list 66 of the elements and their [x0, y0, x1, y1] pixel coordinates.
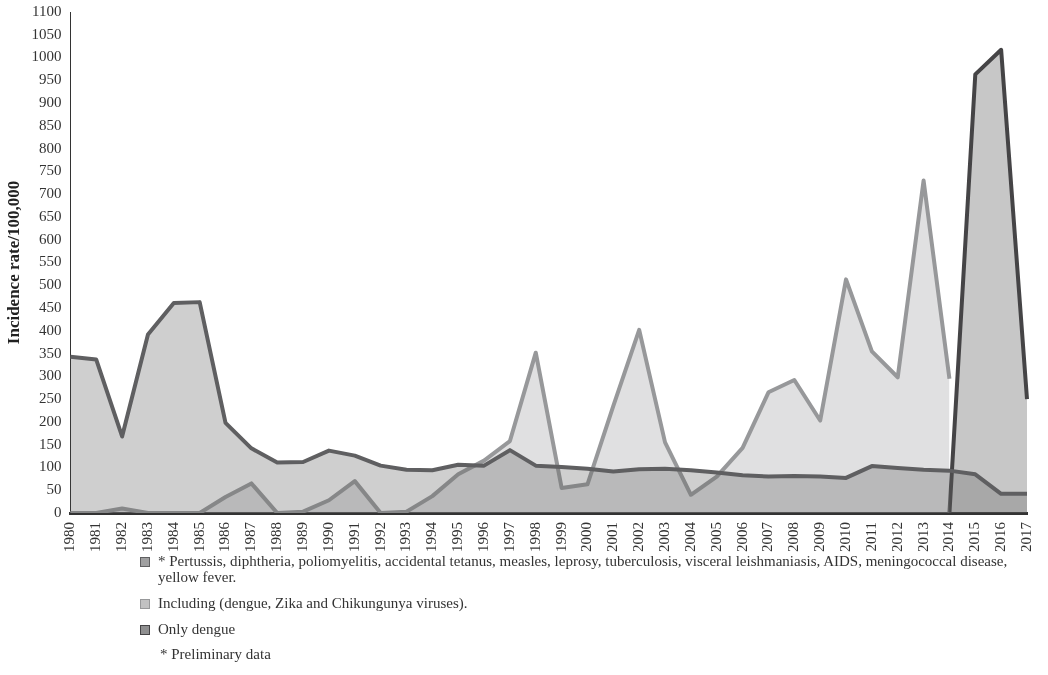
x-tick-label: 1997	[500, 521, 517, 552]
x-tick-label: 2009	[811, 522, 828, 552]
legend-label: Including (dengue, Zika and Chikungunya viruses).	[158, 595, 468, 611]
y-tick-label: 1000	[31, 48, 62, 65]
y-tick-label: 250	[38, 390, 62, 407]
x-tick-label: 1998	[526, 522, 543, 552]
x-tick-label: 2006	[733, 521, 750, 552]
y-tick-label: 100	[38, 458, 62, 475]
y-tick-label: 400	[38, 321, 62, 338]
y-tick-label: 50	[46, 481, 62, 498]
x-tick-label: 1983	[138, 522, 155, 552]
x-tick-label: 2000	[578, 522, 595, 552]
y-tick-label: 1100	[31, 2, 62, 19]
legend-label: * Pertussis, diphtheria, poliomyelitis, accidental tetanus, measles, leprosy, tuberculosis, visceral leishmaniasis, AIDS, meningococcal disease, yellow fever.	[158, 553, 1009, 585]
x-tick-label: 1980	[61, 522, 78, 552]
x-tick-label: 2017	[1017, 521, 1034, 552]
x-tick-label: 1992	[371, 522, 388, 552]
y-tick-label: 450	[38, 298, 62, 315]
y-tick-label: 650	[38, 207, 62, 224]
x-tick-label: 1993	[397, 522, 414, 552]
x-tick-label: 2013	[914, 522, 931, 552]
y-tick-label: 550	[38, 253, 62, 270]
y-tick-label: 600	[38, 230, 62, 247]
x-tick-label: 2001	[604, 522, 621, 552]
x-tick-label: 1996	[475, 521, 491, 552]
x-tick-label: 2011	[862, 522, 879, 552]
y-tick-label: 850	[38, 116, 62, 133]
text: * Preliminary data	[160, 646, 271, 663]
y-axis-title: Incidence rate/100,000	[3, 180, 23, 345]
y-tick-label: 300	[38, 367, 62, 384]
x-tick-label: 2016	[992, 521, 1009, 552]
y-tick-label: 950	[38, 71, 62, 88]
x-tick-label: 2003	[655, 522, 672, 552]
x-tick-label: 2012	[888, 522, 905, 552]
y-tick-label: 800	[38, 139, 62, 156]
y-tick-label: 1050	[31, 25, 62, 42]
x-tick-label: 2007	[759, 521, 776, 552]
y-tick-label: 350	[38, 344, 62, 361]
y-tick-label: 150	[38, 435, 62, 452]
x-tick-label: 1995	[449, 522, 466, 552]
x-tick-label: 1988	[268, 522, 285, 552]
y-tick-label: 900	[38, 94, 62, 111]
y-tick-label: 750	[38, 162, 62, 179]
y-tick-label: 500	[38, 276, 62, 293]
y-tick-label: 0	[53, 503, 62, 520]
x-tick-label: 1990	[319, 522, 336, 552]
x-tick-label: 1994	[423, 521, 440, 552]
y-tick-label: 200	[38, 412, 62, 429]
x-tick-label: 1999	[552, 522, 569, 552]
x-tick-label: 2004	[681, 521, 698, 552]
x-tick-label: 2014	[940, 521, 957, 552]
legend-label: Only dengue	[158, 621, 236, 637]
x-tick-label: 1989	[294, 522, 311, 552]
x-tick-label: 1991	[345, 522, 362, 552]
x-tick-label: 2002	[630, 522, 647, 552]
x-tick-label: 1986	[216, 521, 233, 552]
y-tick-label: 700	[38, 185, 62, 202]
x-tick-label: 2008	[785, 522, 802, 552]
x-tick-label: 1984	[164, 521, 181, 552]
x-tick-label: 1981	[87, 522, 104, 552]
x-tick-label: 2010	[836, 522, 853, 552]
x-tick-label: 2005	[707, 522, 724, 552]
x-tick-label: 1985	[190, 522, 207, 552]
x-tick-label: 1982	[113, 522, 130, 552]
x-tick-label: 2015	[966, 522, 983, 552]
x-tick-label: 1987	[242, 521, 259, 552]
